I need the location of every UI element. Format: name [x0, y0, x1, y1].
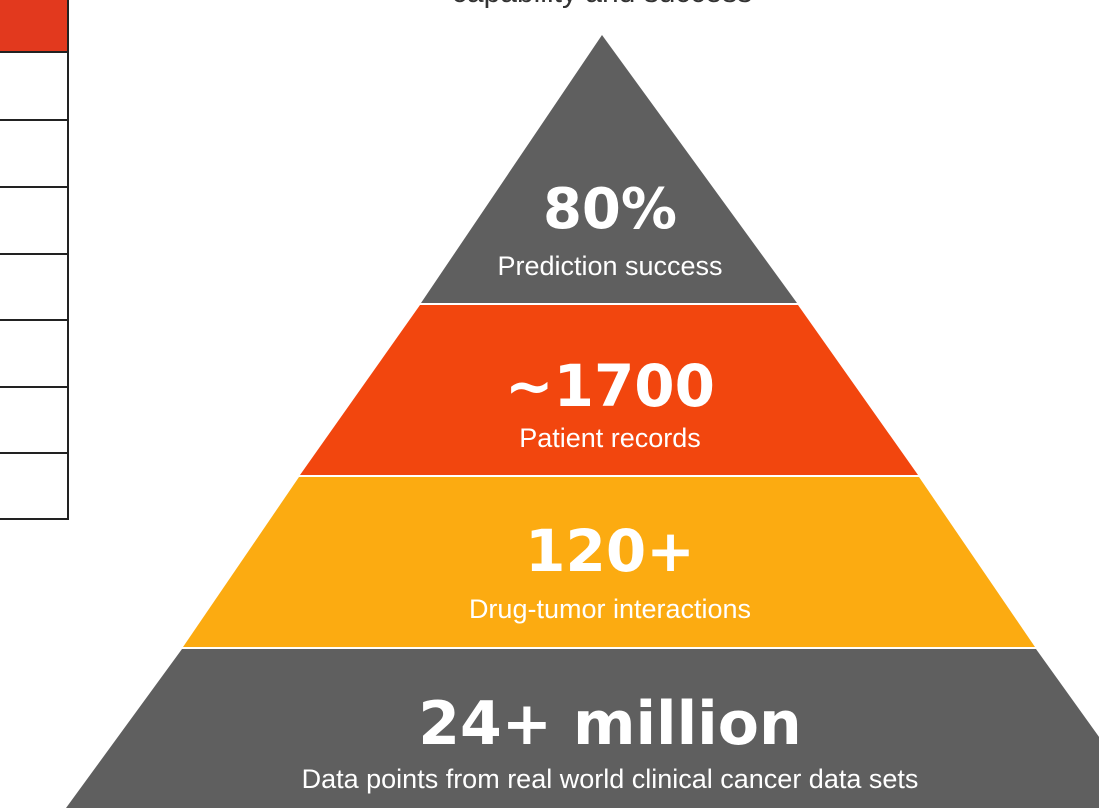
table-cell [0, 452, 69, 520]
tier-3 [183, 477, 1035, 647]
tier-value: 120+ [525, 517, 695, 585]
table-cell [0, 253, 69, 321]
tier-label: Data points from real world clinical can… [302, 764, 919, 794]
tier-value: 24+ million [418, 689, 801, 759]
tier-2 [300, 305, 918, 475]
table-cell [0, 319, 69, 388]
tier-4 [66, 649, 1099, 808]
side-table [0, 0, 69, 520]
table-header [0, 0, 69, 53]
pyramid [66, 35, 1099, 808]
table-cell [0, 386, 69, 454]
tier-label: Drug-tumor interactions [469, 594, 751, 624]
table-cell [0, 186, 69, 255]
tier-label: Prediction success [497, 251, 722, 281]
table-cell [0, 51, 69, 121]
tier-value: ~1700 [505, 352, 715, 420]
title: capability and success [452, 0, 752, 9]
tier-label: Patient records [519, 423, 701, 453]
tier-1 [421, 35, 797, 303]
tier-value: 80% [543, 177, 677, 242]
table-cell [0, 119, 69, 188]
